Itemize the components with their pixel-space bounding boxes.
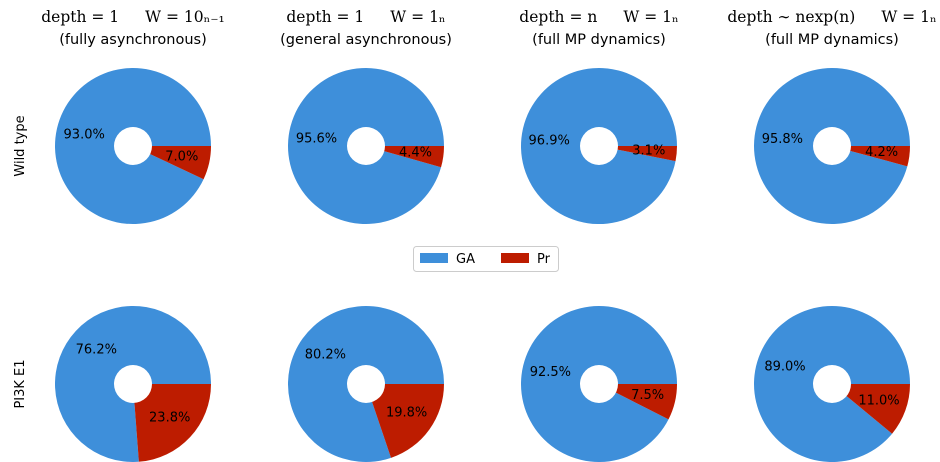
donut-hole — [347, 365, 385, 403]
row-label-pi3k-e1: PI3K E1 — [13, 359, 28, 408]
legend: GA Pr — [413, 246, 559, 272]
slice-pr — [599, 384, 677, 420]
column-subtitle-3: (full MP dynamics) — [532, 32, 666, 48]
pie-wild-type-col-4: 95.8% 4.2% — [753, 68, 910, 225]
column-title-depth: depth = 1 — [41, 8, 119, 26]
column-title-w: W = 1ₙ — [881, 8, 936, 26]
column-title-w: W = 10ₙ₋₁ — [145, 8, 225, 26]
slice-label-ga: 92.5% — [530, 365, 571, 380]
slice-pr — [832, 146, 910, 167]
pie-wild-type-col-3: 96.9% 3.1% — [521, 68, 677, 225]
row-label-wild-type: Wild type — [13, 115, 28, 176]
donut-hole — [347, 127, 385, 165]
column-title-1: depth = 1 W = 10ₙ₋₁ — [41, 8, 225, 26]
column-subtitle-2: (general asynchronous) — [280, 32, 452, 48]
legend-label-pr: Pr — [537, 252, 551, 267]
pie-pi3k-e1-col-2: 80.2% 19.8% — [288, 305, 444, 462]
column-title-depth: depth ∼ nexp(n) — [727, 8, 855, 26]
slice-label-ga: 96.9% — [529, 134, 570, 149]
donut-hole — [813, 127, 851, 165]
column-title-w: W = 1ₙ — [390, 8, 445, 26]
slice-pr — [133, 146, 211, 180]
slice-label-pr: 4.2% — [865, 145, 898, 160]
slice-label-pr: 19.8% — [386, 406, 427, 421]
slice-pr — [366, 384, 444, 458]
legend-swatch-ga — [420, 253, 448, 263]
slice-label-ga: 93.0% — [64, 128, 105, 143]
slice-pr — [832, 384, 910, 434]
donut-hole — [114, 365, 152, 403]
donut-hole — [580, 365, 618, 403]
pie-pi3k-e1-col-4: 89.0% 11.0% — [754, 306, 910, 462]
legend-frame — [413, 246, 559, 272]
slice-label-pr: 3.1% — [632, 143, 665, 158]
column-title-depth: depth = 1 — [286, 8, 364, 26]
column-titles: depth = 1 W = 10ₙ₋₁ (fully asynchronous) de… — [41, 8, 936, 48]
slice-pr — [133, 384, 211, 462]
slice-label-ga: 95.8% — [762, 132, 803, 147]
slice-label-pr: 4.4% — [399, 145, 432, 160]
slice-label-ga: 80.2% — [305, 347, 346, 362]
slice-label-pr: 23.8% — [149, 411, 190, 426]
column-subtitle-4: (full MP dynamics) — [765, 32, 899, 48]
pie-pi3k-e1-col-1: 76.2% 23.8% — [55, 306, 211, 462]
slice-ga — [55, 306, 211, 462]
donut-hole — [580, 127, 618, 165]
column-title-depth: depth = n — [519, 8, 597, 26]
column-title-4: depth ∼ nexp(n) W = 1ₙ — [727, 8, 936, 26]
pie-pi3k-e1-col-3: 92.5% 7.5% — [521, 306, 677, 462]
slice-label-pr: 7.5% — [631, 388, 664, 403]
column-title-w: W = 1ₙ — [623, 8, 678, 26]
slice-label-pr: 7.0% — [165, 149, 198, 164]
column-subtitle-1: (fully asynchronous) — [59, 32, 207, 48]
pie-wild-type-col-2: 95.6% 4.4% — [287, 68, 444, 225]
slice-label-ga: 76.2% — [76, 343, 117, 358]
donut-hole — [813, 365, 851, 403]
legend-swatch-pr — [501, 253, 529, 263]
column-title-2: depth = 1 W = 1ₙ — [286, 8, 445, 26]
slice-label-ga: 89.0% — [764, 360, 805, 375]
slice-pr — [366, 146, 444, 168]
pie-wild-type-col-1: 93.0% 7.0% — [55, 68, 211, 225]
column-title-3: depth = n W = 1ₙ — [519, 8, 678, 26]
slice-label-ga: 95.6% — [296, 132, 337, 147]
pie-panels: 93.0% 7.0% 95.6% 4.4% 96.9% 3.1% 95.8% 4.2% 76.2… — [55, 68, 910, 462]
donut-hole — [114, 127, 152, 165]
slice-label-pr: 11.0% — [858, 393, 899, 408]
legend-label-ga: GA — [456, 252, 475, 267]
slice-pr — [599, 146, 677, 162]
row-labels: Wild type PI3K E1 — [13, 115, 28, 408]
